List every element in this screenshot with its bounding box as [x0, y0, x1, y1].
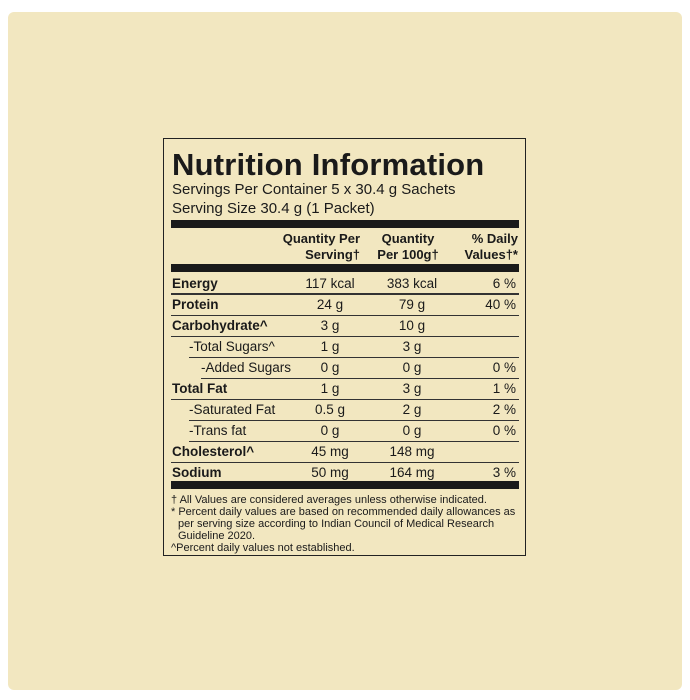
nutrient-row: -Saturated Fat 0.5 g 2 g 2 % — [189, 400, 519, 421]
nutrient-name: -Saturated Fat — [189, 402, 276, 417]
footnote: * Percent daily values are based on reco… — [171, 506, 516, 542]
per-100g: 10 g — [398, 318, 426, 333]
daily-value: 0 % — [492, 360, 516, 375]
row-cells: Cholesterol^ 45 mg 148 mg — [171, 442, 519, 462]
row-cells: -Added Sugars 0 g 0 g 0 % — [201, 358, 519, 378]
daily-value: 2 % — [492, 402, 516, 417]
column-header: Quantity Per 100g† — [377, 231, 439, 262]
nutrient-name: Cholesterol^ — [172, 444, 255, 459]
per-serving: 0 g — [320, 360, 340, 375]
divider-bar — [171, 220, 519, 228]
per-serving: 0.5 g — [314, 402, 346, 417]
row-cells: -Saturated Fat 0.5 g 2 g 2 % — [189, 400, 519, 420]
nutrition-label: Nutrition Information Servings Per Conta… — [163, 138, 526, 556]
per-100g: 383 kcal — [386, 276, 438, 291]
daily-value: 1 % — [492, 381, 516, 396]
nutrient-name: -Trans fat — [189, 423, 247, 438]
nutrient-row: Carbohydrate^ 3 g 10 g — [171, 316, 519, 337]
nutrient-row: Energy 117 kcal 383 kcal 6 % — [171, 274, 519, 295]
per-serving: 50 mg — [311, 465, 349, 480]
per-serving: 3 g — [320, 318, 340, 333]
daily-value: 0 % — [492, 423, 516, 438]
footnote: † All Values are considered averages unl… — [171, 494, 487, 506]
per-serving: 117 kcal — [305, 276, 355, 291]
per-100g: 2 g — [402, 402, 422, 417]
row-cells: Carbohydrate^ 3 g 10 g — [171, 316, 519, 336]
per-100g: 0 g — [402, 360, 422, 375]
daily-value: 3 % — [492, 465, 516, 480]
title: Nutrition Information — [172, 147, 485, 182]
servings-per-container: Servings Per Container 5 x 30.4 g Sachet… — [172, 181, 456, 198]
serving-size: Serving Size 30.4 g (1 Packet) — [172, 200, 375, 217]
per-serving: 1 g — [320, 339, 340, 354]
row-cells: -Trans fat 0 g 0 g 0 % — [189, 421, 519, 441]
nutrient-name: Protein — [172, 297, 219, 312]
nutrient-name: Energy — [172, 276, 218, 291]
nutrient-name: -Added Sugars — [201, 360, 292, 375]
per-serving: 45 mg — [311, 444, 349, 459]
per-100g: 164 mg — [389, 465, 435, 480]
per-100g: 0 g — [402, 423, 422, 438]
per-100g: 3 g — [402, 339, 422, 354]
footnote: ^Percent daily values not established. — [171, 542, 355, 554]
nutrient-row: Total Fat 1 g 3 g 1 % — [171, 379, 519, 400]
footnotes: † All Values are considered averages unl… — [171, 494, 517, 554]
row-cells: Total Fat 1 g 3 g 1 % — [171, 379, 519, 399]
per-serving: 0 g — [320, 423, 340, 438]
column-header: Quantity Per Serving† — [282, 231, 360, 262]
daily-value: 40 % — [485, 297, 516, 312]
nutrient-row: Protein 24 g 79 g 40 % — [171, 295, 519, 316]
per-serving: 1 g — [320, 381, 340, 396]
nutrient-row: -Trans fat 0 g 0 g 0 % — [189, 421, 519, 442]
nutrient-name: Sodium — [172, 465, 222, 480]
per-100g: 148 mg — [389, 444, 435, 459]
row-cells: Sodium 50 mg 164 mg 3 % — [171, 463, 519, 483]
row-cells: -Total Sugars^ 1 g 3 g — [189, 337, 519, 357]
row-cells: Protein 24 g 79 g 40 % — [171, 295, 519, 315]
divider-bar — [171, 264, 519, 272]
column-header: % Daily Values†* — [464, 231, 519, 262]
background — [8, 12, 682, 690]
per-100g: 79 g — [398, 297, 426, 312]
divider-bar — [171, 481, 519, 489]
nutrient-name: Carbohydrate^ — [172, 318, 268, 333]
nutrient-name: -Total Sugars^ — [189, 339, 275, 354]
per-serving: 24 g — [316, 297, 344, 312]
row-cells: Energy 117 kcal 383 kcal 6 % — [171, 274, 519, 293]
nutrient-name: Total Fat — [172, 381, 228, 396]
nutrient-row: -Total Sugars^ 1 g 3 g — [189, 337, 519, 358]
per-100g: 3 g — [402, 381, 422, 396]
daily-value: 6 % — [492, 276, 516, 291]
nutrient-table: Energy 117 kcal 383 kcal 6 % Protein 24 g 79 g… — [171, 274, 519, 483]
nutrient-row: -Added Sugars 0 g 0 g 0 % — [201, 358, 519, 379]
nutrient-row: Cholesterol^ 45 mg 148 mg — [171, 442, 519, 463]
nutrient-row: Sodium 50 mg 164 mg 3 % — [171, 463, 519, 483]
